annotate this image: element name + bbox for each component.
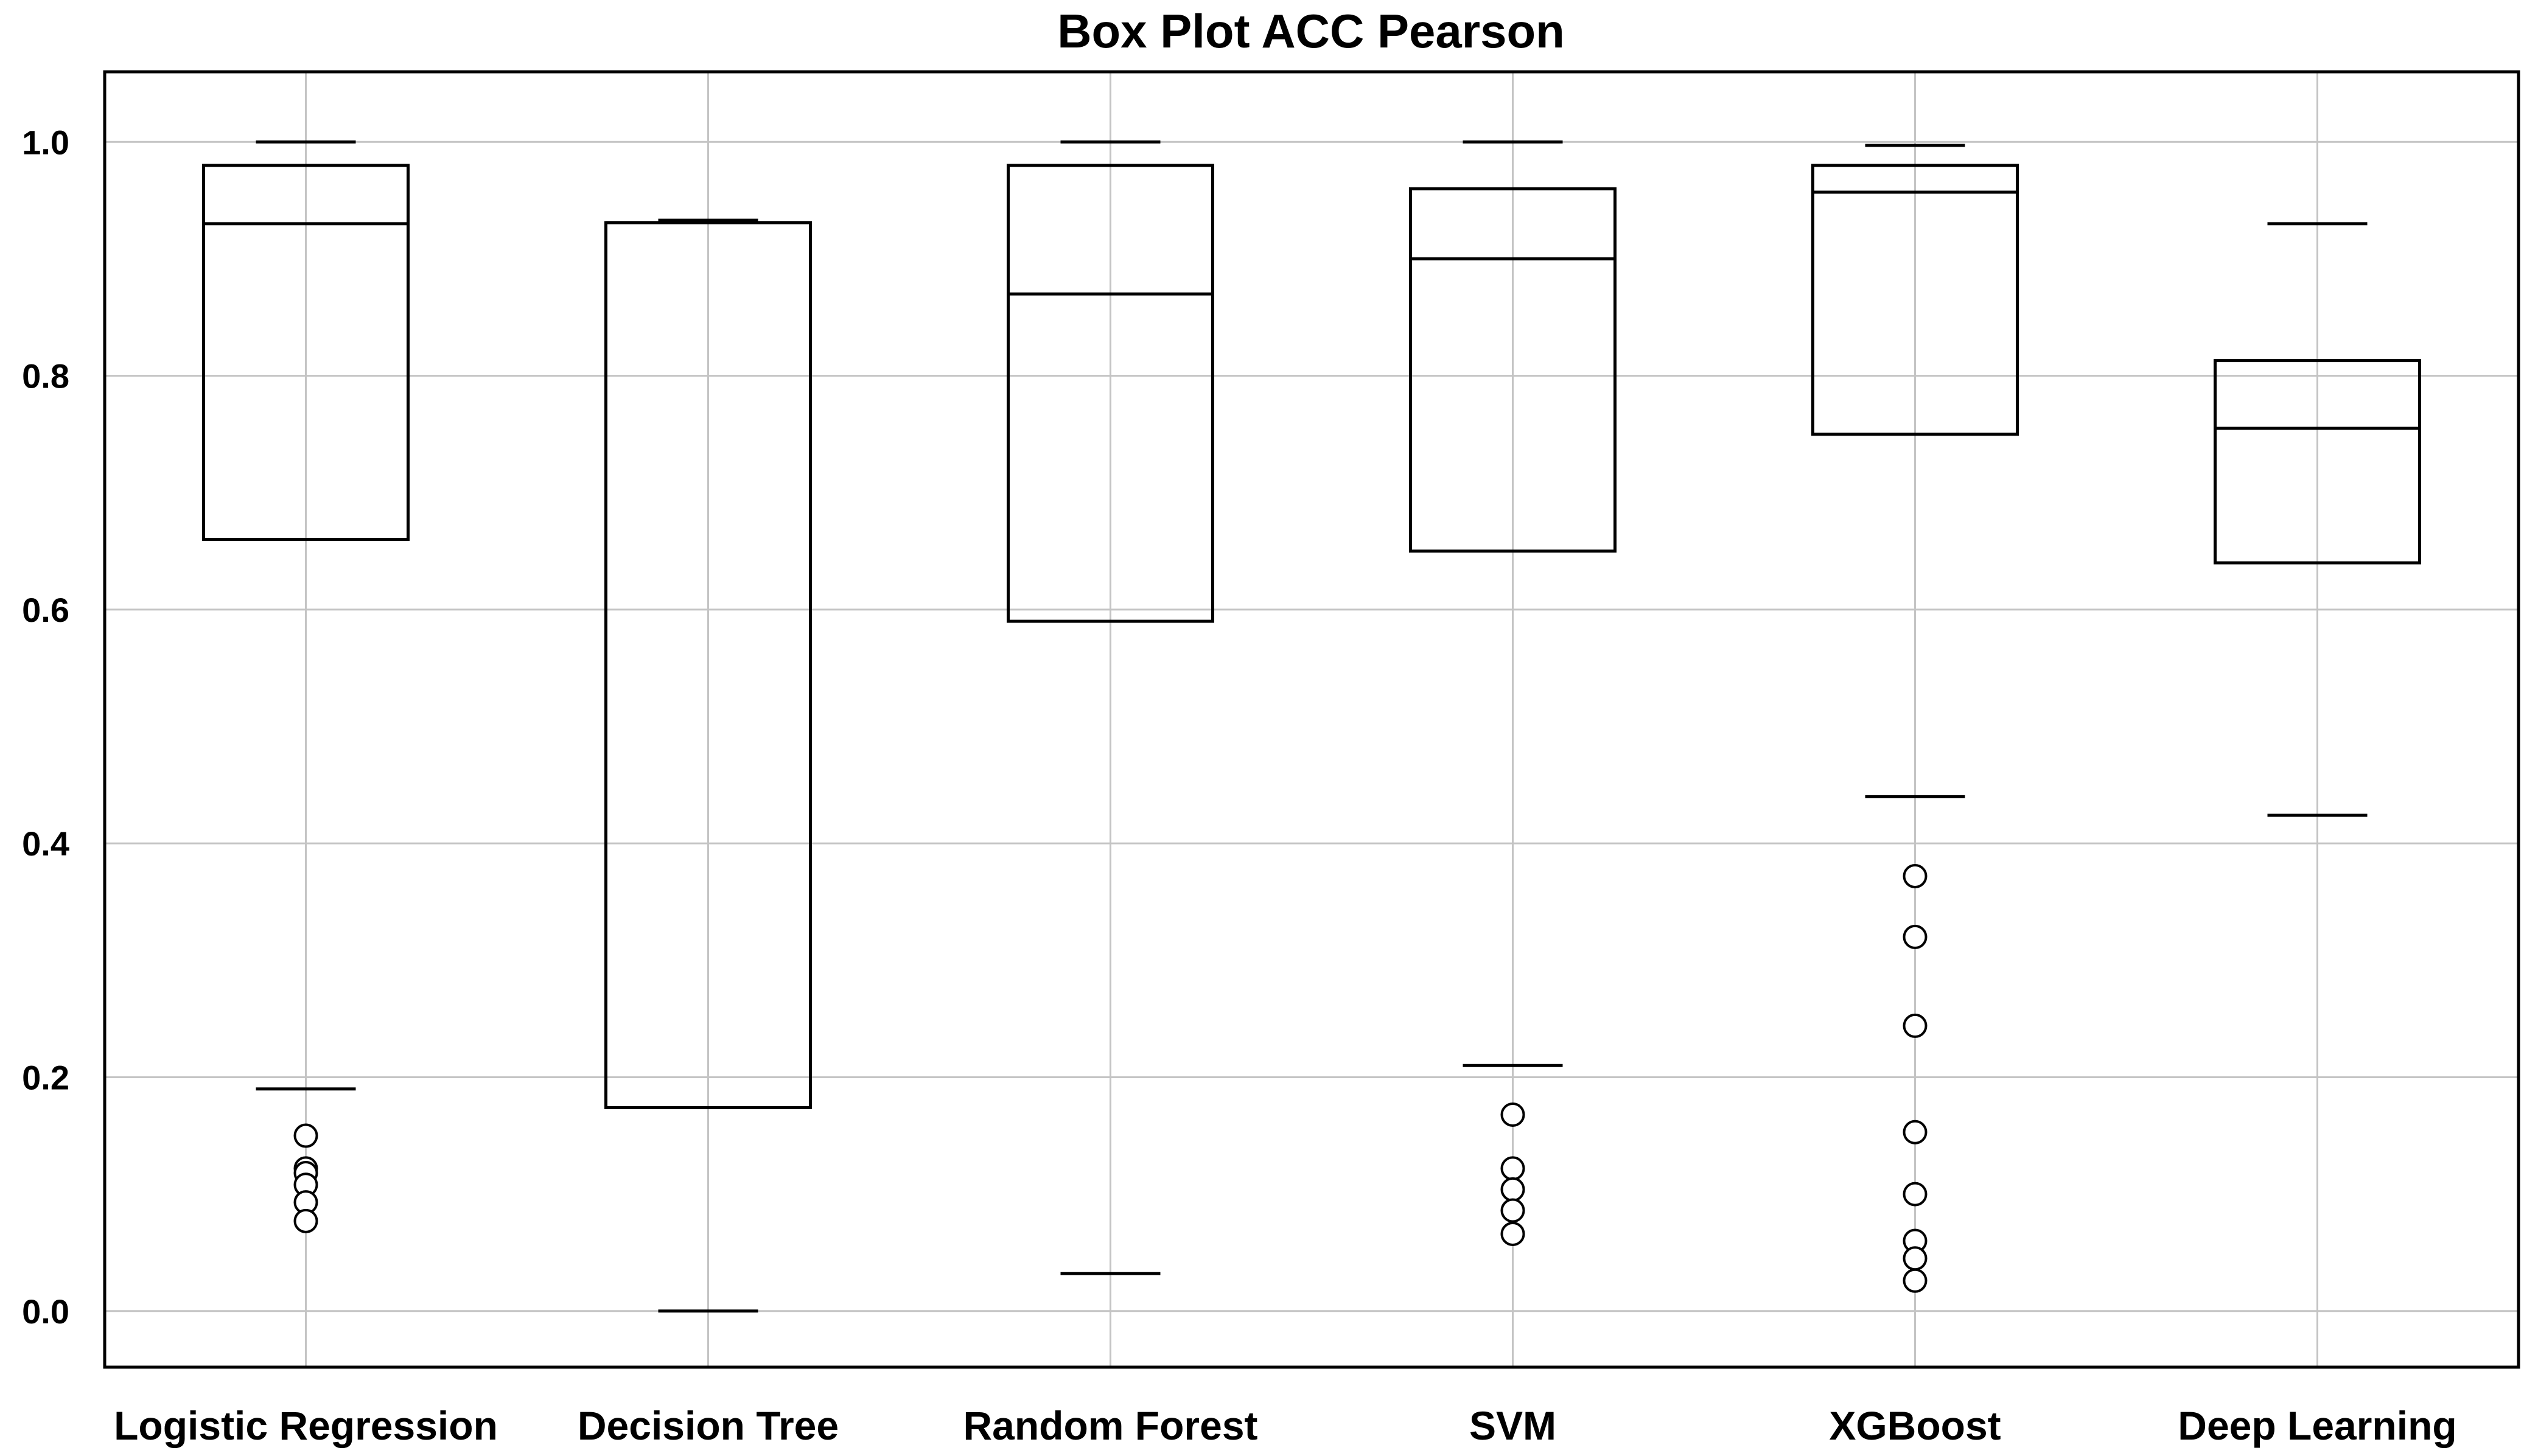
outlier-point [1903,1182,1928,1207]
iqr-box [2214,359,2421,565]
iqr-box [1811,164,2019,436]
outlier-point [1903,1246,1928,1271]
y-tick-label: 1.0 [22,123,69,161]
outlier-point [1500,1156,1525,1181]
x-category-label: Random Forest [963,1403,1257,1448]
outlier-point [293,1123,318,1148]
iqr-box [202,164,410,542]
x-category-label: Deep Learning [2178,1403,2456,1448]
x-category-label: XGBoost [1829,1403,2001,1448]
y-tick-label: 0.2 [22,1058,69,1096]
iqr-box [1007,164,1214,623]
y-tick-label: 0.8 [22,357,69,395]
box-xgboost [1811,144,2019,1293]
x-category-label: SVM [1469,1403,1556,1448]
iqr-box [1409,187,1617,553]
outlier-point [1500,1198,1525,1223]
box-svm [1409,140,1617,1246]
box-decision-tree [604,218,812,1313]
x-category-label: Decision Tree [578,1403,839,1448]
boxes-group [202,140,2421,1313]
outlier-point [1500,1102,1525,1127]
box-random-forest [1007,140,1214,1275]
x-axis-labels: Logistic Regression Decision Tree Random F… [114,1403,2457,1448]
y-tick-label: 0.6 [22,591,69,629]
y-axis-ticks: 0.0 0.2 0.4 0.6 0.8 1.0 [22,123,69,1330]
box-logistic-regression [202,140,410,1233]
y-tick-label: 0.4 [22,824,69,863]
y-tick-label: 0.0 [22,1292,69,1331]
x-category-label: Logistic Regression [114,1403,498,1448]
outlier-point [1903,924,1928,949]
outlier-point [1903,1013,1928,1038]
outlier-point [1903,863,1928,888]
chart-title: Box Plot ACC Pearson [1057,4,1565,58]
plot-area-frame [103,70,2520,1369]
box-deep-learning [2214,222,2421,817]
outlier-point [1500,1177,1525,1202]
outlier-point [293,1208,318,1233]
grid-lines [105,72,2519,1367]
outlier-point [1903,1268,1928,1293]
outlier-point [1500,1221,1525,1246]
outlier-point [1903,1120,1928,1144]
